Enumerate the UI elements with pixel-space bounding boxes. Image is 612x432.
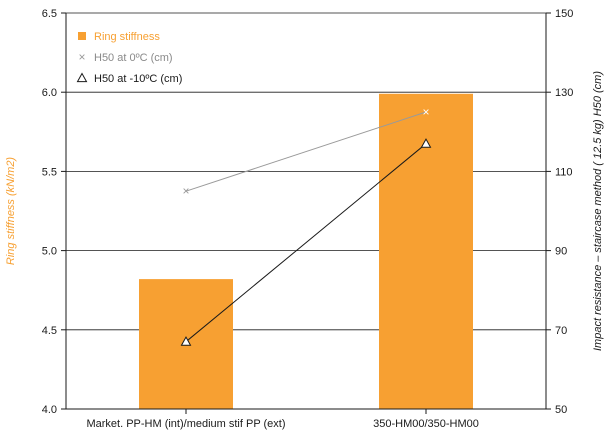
tick-labels: 4.0 4.5 5.0 5.5 6.0 6.5 50 70 90 110 130 150 (42, 8, 574, 416)
right-tick-label: 90 (555, 246, 567, 258)
left-tick-label: 5.5 (42, 166, 57, 178)
bars (139, 93, 473, 409)
data-point (180, 336, 192, 346)
left-tick-label: 6.0 (42, 87, 57, 99)
data-point: × (422, 105, 429, 119)
left-tick-label: 6.5 (42, 8, 57, 20)
legend-label: Ring stiffness (94, 31, 160, 43)
series-line (185, 111, 427, 192)
right-tick-label: 130 (555, 87, 573, 99)
right-tick-label: 150 (555, 8, 573, 20)
category-label: Market. PP-HM (int)/medium stif PP (ext) (86, 418, 285, 430)
left-tick-label: 5.0 (42, 246, 57, 258)
series-lines: ×× (180, 105, 432, 346)
category-labels: Market. PP-HM (int)/medium stif PP (ext)… (86, 418, 478, 430)
right-tick-label: 70 (555, 325, 567, 337)
right-tick-label: 110 (555, 166, 573, 178)
legend-marker: × (78, 50, 85, 64)
left-tick-label: 4.5 (42, 325, 57, 337)
series-line (185, 143, 427, 343)
legend-marker (78, 32, 86, 40)
data-point: × (182, 184, 189, 198)
right-axis-title: Impact resistance – staircase method ( 1… (592, 71, 604, 351)
left-tick-label: 4.0 (42, 404, 57, 416)
legend-marker (76, 72, 88, 83)
right-tick-label: 50 (555, 404, 567, 416)
legend: Ring stiffness × H50 at 0ºC (cm) H50 at -10… (76, 31, 182, 85)
data-point (420, 138, 432, 148)
legend-label: H50 at 0ºC (cm) (94, 52, 173, 64)
legend-label: H50 at -10ºC (cm) (94, 73, 182, 85)
category-label: 350-HM00/350-HM00 (373, 418, 479, 430)
left-axis-title: Ring stiffness (kN/m2) (5, 157, 17, 266)
axes (61, 12, 551, 414)
